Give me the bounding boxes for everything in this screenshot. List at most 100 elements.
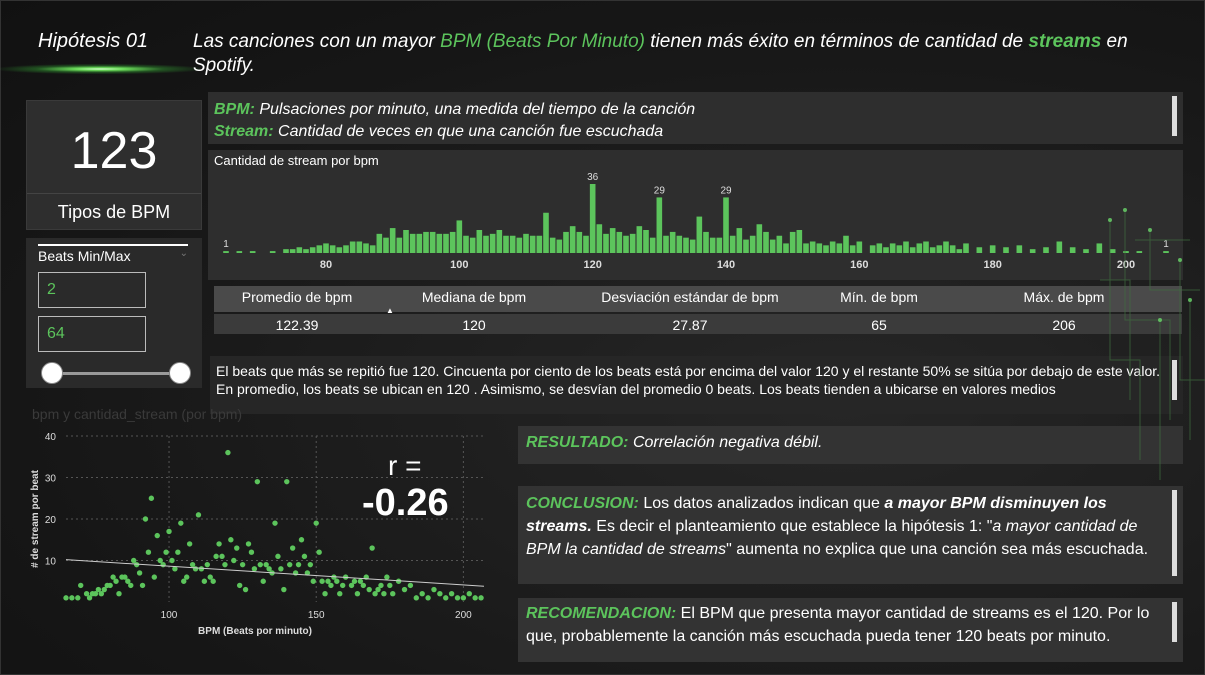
scatter-point[interactable] (281, 586, 287, 593)
scatter-point[interactable] (295, 561, 302, 568)
histogram-bar[interactable] (789, 231, 796, 253)
histogram-bar[interactable] (409, 233, 416, 253)
beats-slicer[interactable]: Beats Min/Max ⌄ 2 64 (26, 238, 202, 388)
histogram-bar[interactable] (283, 249, 289, 253)
histogram-bar[interactable] (1056, 241, 1063, 254)
scatter-point[interactable] (107, 582, 113, 589)
scatter-point[interactable] (139, 582, 146, 589)
histogram-bar[interactable] (1016, 245, 1023, 253)
histogram-bar[interactable] (869, 245, 876, 253)
scatter-point[interactable] (83, 591, 90, 597)
scatter-point[interactable] (204, 561, 210, 568)
scatter-point[interactable] (69, 595, 75, 601)
scatter-point[interactable] (472, 595, 478, 601)
scatter-point[interactable] (195, 512, 202, 518)
scatter-point[interactable] (263, 561, 269, 568)
histogram-bar[interactable] (1096, 243, 1103, 253)
histogram-bar[interactable] (449, 231, 456, 253)
histogram-bar[interactable] (956, 249, 963, 253)
histogram-bar[interactable] (769, 239, 776, 253)
scatter-point[interactable] (234, 545, 240, 551)
scatter-point[interactable] (116, 591, 122, 597)
histogram-bar[interactable] (389, 228, 396, 253)
histogram-bar[interactable] (943, 241, 949, 254)
header-mean[interactable]: Promedio de bpm (241, 289, 353, 305)
histogram-bar[interactable] (749, 235, 756, 253)
scatter-point[interactable] (437, 591, 443, 597)
scatter-point[interactable] (304, 570, 311, 576)
histogram-bar[interactable] (743, 239, 749, 253)
scatter-point[interactable] (322, 591, 328, 597)
histogram-bar[interactable] (716, 237, 723, 253)
histogram-bar[interactable] (756, 224, 763, 253)
histogram-bar[interactable] (529, 235, 536, 253)
histogram-bar[interactable] (416, 233, 423, 253)
histogram-bar[interactable] (476, 230, 483, 253)
histogram-bar[interactable] (1123, 251, 1129, 253)
histogram-bar[interactable] (343, 245, 349, 253)
scatter-point[interactable] (154, 532, 160, 539)
histogram-bar[interactable] (616, 231, 623, 253)
scatter-point[interactable] (169, 557, 175, 564)
slicer-max-input[interactable]: 64 (38, 316, 146, 352)
histogram-bar[interactable] (496, 230, 503, 253)
histogram-bar[interactable] (429, 231, 436, 253)
histogram-bar[interactable] (823, 245, 829, 253)
scatter-point[interactable] (334, 578, 340, 584)
scatter-point[interactable] (201, 578, 208, 584)
scatter-point[interactable] (289, 545, 296, 551)
scatter-point[interactable] (348, 582, 355, 589)
scatter-point[interactable] (337, 591, 343, 597)
scatter-point[interactable] (360, 582, 367, 589)
scatter-point[interactable] (128, 582, 134, 589)
histogram-bar[interactable] (663, 235, 669, 253)
scatter-point[interactable] (219, 553, 225, 560)
histogram-bar[interactable] (816, 243, 823, 253)
histogram-bar[interactable] (676, 235, 683, 253)
histogram-bar[interactable] (589, 184, 596, 253)
histogram-bar[interactable] (629, 233, 636, 253)
scatter-point[interactable] (248, 549, 255, 555)
histogram-bar[interactable] (583, 235, 589, 253)
scatter-point[interactable] (340, 582, 346, 589)
histogram-bar[interactable] (543, 212, 549, 253)
histogram-bar[interactable] (949, 245, 956, 253)
scatter-point[interactable] (145, 549, 152, 555)
histogram-bar[interactable] (649, 237, 656, 253)
scatter-point[interactable] (192, 566, 199, 572)
histogram-bar[interactable] (689, 239, 696, 253)
histogram-bar[interactable] (316, 245, 323, 253)
scatter-point[interactable] (284, 478, 290, 485)
histogram-bar[interactable] (329, 245, 336, 253)
scatter-point[interactable] (375, 586, 381, 593)
scatter-point[interactable] (275, 553, 281, 560)
scatter-point[interactable] (92, 591, 99, 597)
scatter-point[interactable] (86, 595, 93, 601)
scatter-point[interactable] (225, 449, 231, 456)
scatter-point[interactable] (148, 495, 155, 501)
scatter-point[interactable] (125, 578, 131, 584)
scatter-point[interactable] (63, 595, 69, 601)
chevron-down-icon[interactable]: ⌄ (179, 248, 188, 259)
histogram-bar[interactable] (929, 247, 936, 253)
histogram-bar[interactable] (643, 230, 649, 253)
histogram-bar[interactable] (269, 251, 276, 253)
histogram-bar[interactable] (976, 247, 983, 253)
scatter-point[interactable] (366, 586, 372, 593)
histogram-bar[interactable] (989, 245, 996, 253)
scatter-point[interactable] (210, 578, 216, 584)
histogram-bar[interactable] (849, 245, 856, 253)
scatter-point[interactable] (122, 574, 128, 580)
histogram-bar[interactable] (1003, 247, 1009, 253)
histogram-bar[interactable] (636, 226, 643, 253)
slicer-min-input[interactable]: 2 (38, 272, 146, 308)
scatter-point[interactable] (454, 595, 461, 601)
scatter-point[interactable] (239, 561, 246, 568)
histogram-bar[interactable] (363, 243, 369, 253)
scrollbar[interactable] (1172, 602, 1177, 642)
histogram-bar[interactable] (523, 233, 529, 253)
scatter-point[interactable] (257, 561, 263, 568)
histogram-bar[interactable] (603, 233, 609, 253)
histogram-bar[interactable] (223, 251, 229, 253)
histogram-bar[interactable] (736, 228, 743, 253)
